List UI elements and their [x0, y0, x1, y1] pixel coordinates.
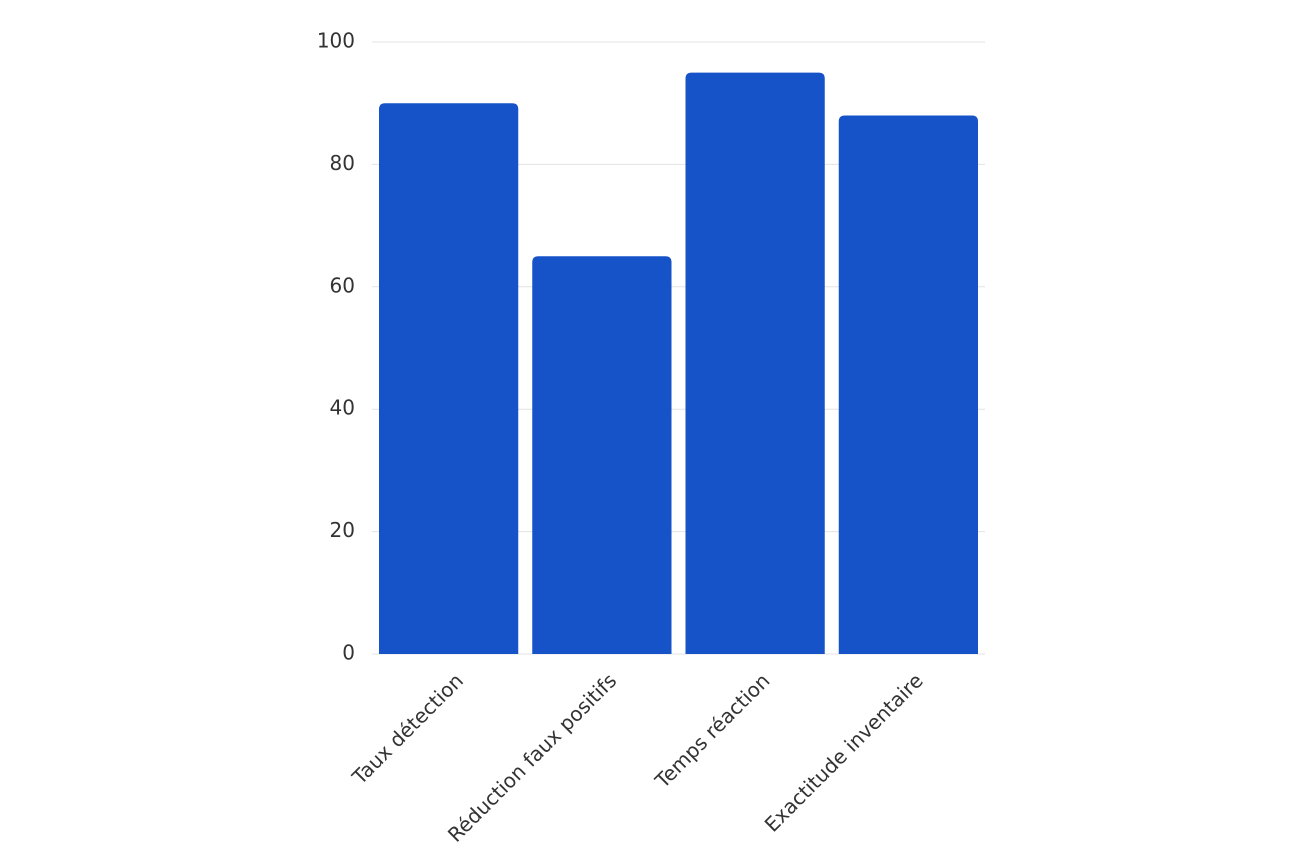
- bar: [379, 103, 519, 654]
- y-tick-label: 80: [330, 151, 355, 175]
- bar: [838, 115, 978, 654]
- x-tick-label: Taux détection: [347, 668, 468, 789]
- y-tick-label: 60: [330, 273, 355, 297]
- bar: [685, 72, 825, 655]
- y-tick-label: 40: [330, 396, 355, 420]
- x-tick-label: Temps réaction: [650, 668, 775, 793]
- y-tick-label: 100: [317, 29, 355, 53]
- x-tick-label: Exactitude inventaire: [760, 668, 928, 836]
- bar: [532, 256, 672, 654]
- y-tick-label: 0: [342, 641, 355, 665]
- y-tick-label: 20: [330, 518, 355, 542]
- x-tick-label: Réduction faux positifs: [443, 668, 621, 846]
